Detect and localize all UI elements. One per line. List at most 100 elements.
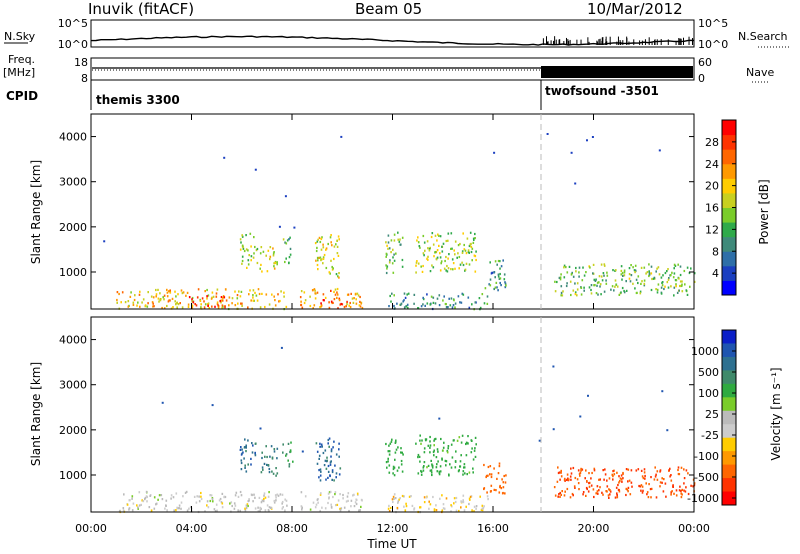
scatter-cell: [191, 298, 193, 301]
scatter-cell: [234, 304, 237, 307]
scatter-cell: [142, 298, 145, 301]
scatter-cell: [316, 462, 319, 465]
scatter-cell: [288, 238, 290, 241]
scatter-cell: [160, 494, 163, 497]
scatter-cell: [287, 459, 289, 462]
scatter-cell: [461, 250, 464, 253]
scatter-cell: [228, 304, 230, 307]
scatter-cell: [394, 307, 396, 310]
scatter-cell: [153, 305, 155, 308]
scatter-cell: [431, 466, 434, 469]
scatter-cell: [406, 303, 409, 306]
scatter-cell: [622, 472, 624, 476]
scatter-cell: [468, 244, 471, 248]
scatter-cell: [388, 261, 391, 264]
scatter-cell: [457, 252, 459, 255]
scatter-cell: [659, 481, 662, 484]
scatter-cell: [685, 289, 688, 292]
scatter-cell: [620, 474, 623, 477]
scatter-cell: [336, 293, 339, 296]
scatter-cell: [422, 296, 424, 299]
scatter-cell: [493, 151, 496, 154]
scatter-cell: [616, 496, 619, 499]
scatter-cell: [359, 305, 362, 308]
scatter-cell: [385, 255, 387, 258]
scatter-cell: [688, 271, 691, 275]
scatter-cell: [648, 270, 650, 273]
scatter-cell: [419, 439, 421, 442]
scatter-cell: [304, 495, 307, 498]
scatter-cell: [583, 286, 585, 289]
scatter-cell: [162, 296, 164, 299]
scatter-cell: [347, 499, 349, 502]
scatter-cell: [504, 286, 507, 289]
scatter-cell: [322, 262, 324, 265]
scatter-cell: [663, 287, 665, 291]
scatter-cell: [215, 295, 218, 298]
scatter-cell: [333, 479, 335, 482]
scatter-cell: [459, 263, 462, 266]
scatter-cell: [623, 269, 626, 272]
scatter-cell: [321, 506, 323, 509]
scatter-cell: [471, 247, 474, 250]
scatter-cell: [679, 485, 681, 488]
scatter-cell: [158, 494, 161, 497]
scatter-cell: [328, 491, 331, 494]
scatter-cell: [327, 492, 330, 495]
scatter-cell: [462, 494, 465, 497]
scatter-cell: [318, 457, 320, 460]
x-tick-label: 00:00: [75, 522, 107, 535]
cpid-segment-twofsound: twofsound -3501: [545, 84, 659, 98]
scatter-cell: [188, 296, 191, 299]
scatter-cell: [316, 256, 319, 259]
scatter-cell: [436, 239, 438, 242]
scatter-cell: [670, 491, 672, 494]
scatter-cell: [174, 300, 176, 303]
scatter-cell: [166, 291, 169, 294]
scatter-cell: [220, 301, 222, 304]
scatter-cell: [277, 494, 280, 497]
scatter-cell: [450, 297, 453, 300]
scatter-cell: [603, 478, 605, 481]
scatter-cell: [322, 293, 325, 296]
scatter-cell: [406, 293, 408, 296]
scatter-cell: [388, 247, 391, 250]
scatter-cell: [161, 401, 164, 404]
scatter-cell: [415, 261, 418, 264]
scatter-cell: [118, 292, 120, 296]
nsky-label: N.Sky: [4, 30, 36, 43]
scatter-cell: [241, 448, 243, 451]
scatter-cell: [654, 475, 657, 478]
scatter-cell: [331, 469, 334, 472]
scatter-cell: [127, 305, 130, 308]
scatter-cell: [322, 243, 324, 246]
scatter-cell: [258, 496, 261, 499]
velocity-ylabel: Slant Range [km]: [29, 362, 43, 466]
scatter-cell: [285, 305, 288, 308]
scatter-cell: [475, 505, 478, 508]
scatter-cell: [244, 446, 246, 449]
scatter-cell: [634, 271, 636, 274]
scatter-cell: [161, 306, 163, 310]
scatter-cell: [411, 504, 414, 507]
scatter-cell: [268, 471, 271, 474]
scatter-cell: [269, 455, 271, 458]
scatter-cell: [445, 255, 447, 259]
scatter-cell: [274, 299, 276, 302]
scatter-cell: [323, 253, 326, 257]
scatter-cell: [440, 260, 443, 263]
scatter-cell: [240, 494, 243, 497]
scatter-cell: [640, 469, 643, 472]
scatter-cell: [314, 242, 317, 245]
scatter-cell: [417, 453, 420, 457]
scatter-cell: [337, 499, 340, 502]
scatter-cell: [216, 302, 219, 305]
scatter-cell: [244, 466, 246, 469]
scatter-cell: [600, 293, 602, 296]
scatter-cell: [222, 295, 225, 298]
scatter-cell: [401, 236, 404, 239]
scatter-cell: [342, 493, 344, 497]
scatter-cell: [301, 306, 304, 309]
scatter-cell: [283, 291, 285, 294]
scatter-cell: [617, 483, 619, 487]
